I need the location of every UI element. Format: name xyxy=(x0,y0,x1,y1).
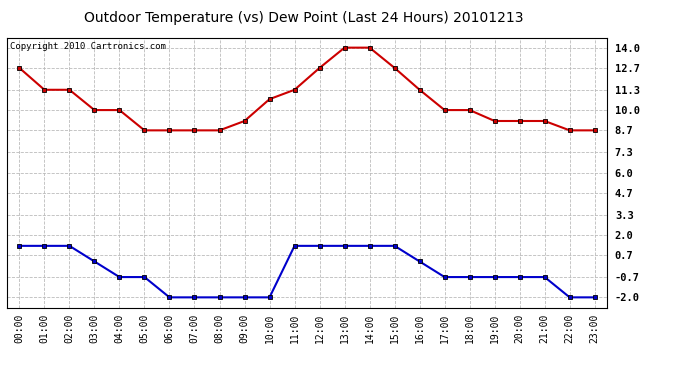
Text: Outdoor Temperature (vs) Dew Point (Last 24 Hours) 20101213: Outdoor Temperature (vs) Dew Point (Last… xyxy=(84,11,523,25)
Text: Copyright 2010 Cartronics.com: Copyright 2010 Cartronics.com xyxy=(10,42,166,51)
